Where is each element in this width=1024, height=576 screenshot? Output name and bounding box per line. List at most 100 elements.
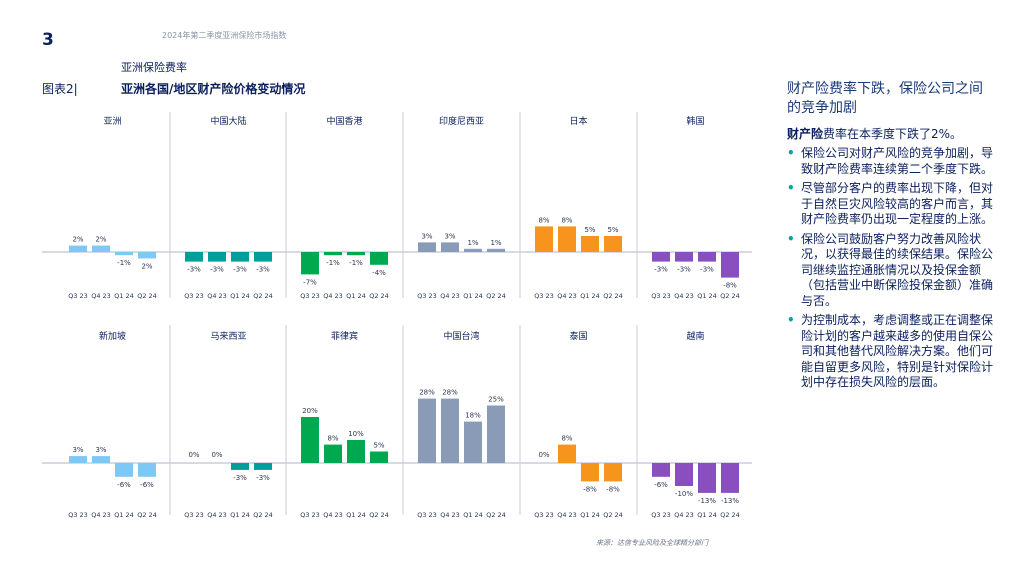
bar — [69, 245, 87, 252]
panel-title: 泰国 — [569, 330, 587, 342]
x-tick-label: Q3 23 — [417, 511, 437, 519]
panel-title: 越南 — [686, 330, 704, 342]
bar — [208, 252, 226, 262]
page-number: 3 — [42, 30, 54, 50]
x-tick-label: Q4 23 — [91, 511, 111, 519]
x-tick-label: Q2 24 — [603, 292, 623, 300]
bar — [254, 252, 272, 262]
bar-value-label: -13% — [698, 497, 716, 505]
bar-value-label: -3% — [700, 266, 714, 274]
panel-title: 印度尼西亚 — [439, 115, 484, 127]
bar — [324, 252, 342, 256]
x-tick-label: Q1 24 — [114, 511, 134, 519]
x-tick-label: Q4 23 — [674, 511, 694, 519]
x-tick-label: Q4 23 — [91, 292, 111, 300]
bar — [652, 463, 670, 477]
bar — [558, 226, 576, 252]
bar-value-label: -1% — [117, 259, 131, 267]
x-tick-label: Q1 24 — [114, 292, 134, 300]
bar — [487, 405, 505, 463]
x-tick-label: Q1 24 — [463, 511, 483, 519]
panel-title: 韩国 — [686, 115, 704, 127]
x-tick-label: Q2 24 — [486, 292, 506, 300]
sidebar-bullet-text: 尽管部分客户的费率出现下降，但对于自然巨灾风险较高的客户而言，其财产险费率仍出现… — [801, 181, 994, 226]
x-tick-label: Q4 23 — [674, 292, 694, 300]
bullet-dot-icon: • — [787, 313, 795, 327]
panel-title: 中国大陆 — [210, 115, 246, 127]
bar — [347, 440, 365, 463]
bar-value-label: -3% — [256, 266, 270, 274]
bar-value-label: 1% — [490, 239, 501, 247]
bar-value-label: 28% — [442, 389, 458, 397]
sidebar: 财产险费率下跌，保险公司之间的竞争加剧 财产险费率在本季度下跌了2%。 • 保险公… — [787, 80, 995, 395]
sidebar-bullet-text: 保险公司对财产风险的竞争加剧，导致财产险费率连续第二个季度下跌。 — [801, 146, 994, 176]
x-tick-label: Q1 24 — [463, 292, 483, 300]
x-tick-label: Q4 23 — [557, 292, 577, 300]
bar-value-label: 18% — [465, 412, 481, 420]
sidebar-bullet-text: 保险公司鼓励客户努力改善风险状况，以获得最佳的续保结果。保险公司继续监控通胀情况… — [801, 231, 994, 308]
bar — [115, 252, 133, 256]
bar-value-label: 2% — [72, 236, 83, 244]
sidebar-intro-rest: 费率在本季度下跌了2%。 — [823, 127, 963, 141]
bar — [418, 242, 436, 252]
x-tick-label: Q4 23 — [440, 511, 460, 519]
bar-value-label: 0% — [211, 451, 222, 459]
bar-value-label: 5% — [584, 226, 595, 234]
x-tick-label: Q3 23 — [534, 511, 554, 519]
bar-value-label: -3% — [256, 474, 270, 482]
x-tick-label: Q2 24 — [253, 511, 273, 519]
bar-value-label: 3% — [444, 232, 455, 240]
bar — [324, 444, 342, 463]
bar — [721, 463, 739, 493]
x-tick-label: Q3 23 — [184, 511, 204, 519]
x-tick-label: Q2 24 — [253, 292, 273, 300]
sidebar-bullet: • 尽管部分客户的费率出现下降，但对于自然巨灾风险较高的客户而言，其财产险费率仍出… — [787, 181, 995, 228]
bar — [231, 463, 249, 470]
bar — [92, 245, 110, 252]
chart-subtitle: 亚洲保险费率 — [121, 61, 187, 74]
sidebar-title: 财产险费率下跌，保险公司之间的竞争加剧 — [787, 81, 983, 116]
panel-title: 菲律宾 — [331, 330, 358, 342]
sidebar-bullet: • 保险公司鼓励客户努力改善风险状况，以获得最佳的续保结果。保险公司继续监控通胀情… — [787, 232, 995, 310]
x-tick-label: Q2 24 — [137, 511, 157, 519]
x-tick-label: Q4 23 — [440, 292, 460, 300]
bar — [604, 236, 622, 252]
bar-value-label: -4% — [372, 269, 386, 277]
bar-value-label: 3% — [421, 232, 432, 240]
bar — [441, 242, 459, 252]
bar-value-label: -1% — [349, 259, 363, 267]
x-tick-label: Q1 24 — [580, 511, 600, 519]
x-tick-label: Q1 24 — [346, 292, 366, 300]
x-tick-label: Q1 24 — [230, 511, 250, 519]
x-tick-label: Q4 23 — [323, 292, 343, 300]
bar — [558, 444, 576, 463]
bar-value-label: -3% — [233, 474, 247, 482]
bar — [675, 463, 693, 486]
chart-grid: 亚洲 2% Q3 23 2% Q4 23 -1% Q1 24 2% Q2 24 中国大陆 -3% Q3… — [42, 112, 752, 519]
bar-value-label: 2% — [95, 236, 106, 244]
x-tick-label: Q3 23 — [651, 511, 671, 519]
x-tick-label: Q2 24 — [720, 292, 740, 300]
bar-value-label: -6% — [654, 481, 668, 489]
x-tick-label: Q2 24 — [603, 511, 623, 519]
report-header: 2024年第二季度亚洲保险市场指数 — [162, 31, 287, 40]
x-tick-label: Q3 23 — [417, 292, 437, 300]
x-tick-label: Q2 24 — [486, 511, 506, 519]
panel-title: 中国台湾 — [443, 330, 479, 342]
bar-value-label: -3% — [654, 266, 668, 274]
bar — [92, 456, 110, 463]
x-tick-label: Q2 24 — [369, 292, 389, 300]
x-tick-label: Q3 23 — [534, 292, 554, 300]
bar-value-label: 2% — [141, 262, 152, 270]
bar-value-label: -1% — [326, 259, 340, 267]
bar — [464, 421, 482, 463]
bar — [370, 451, 388, 463]
x-tick-label: Q2 24 — [720, 511, 740, 519]
bar — [115, 463, 133, 477]
bar-value-label: 25% — [488, 396, 504, 404]
panel-title: 新加坡 — [99, 330, 126, 342]
bar — [231, 252, 249, 262]
sidebar-intro: 财产险费率在本季度下跌了2%。 — [787, 126, 995, 142]
x-tick-label: Q3 23 — [300, 292, 320, 300]
bar-value-label: 3% — [95, 446, 106, 454]
